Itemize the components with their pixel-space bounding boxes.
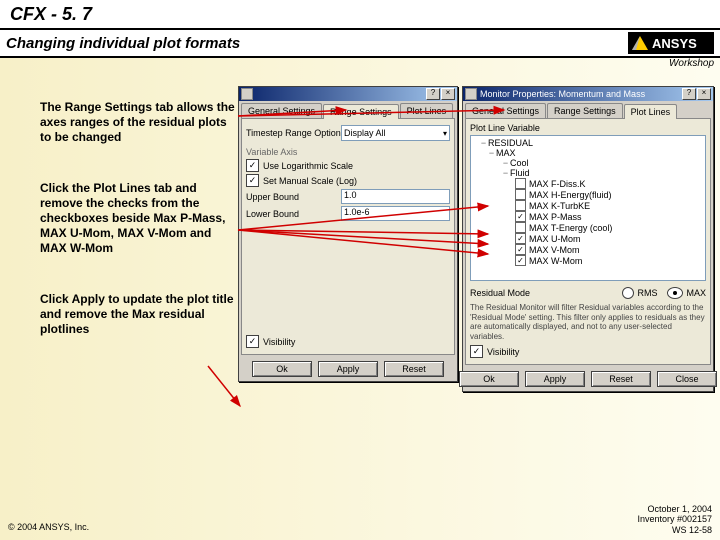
tree-checkbox[interactable] (515, 211, 526, 222)
page-title: CFX - 5. 7 (10, 4, 92, 25)
tree-node[interactable]: −RESIDUAL (473, 138, 703, 148)
tree-node[interactable]: MAX H-Energy(fluid) (473, 189, 703, 200)
dialog1-buttons: Ok Apply Reset (239, 357, 457, 381)
tree-label: MAX T-Energy (cool) (529, 223, 612, 233)
tree-node[interactable]: −MAX (473, 148, 703, 158)
tab-general-settings-2[interactable]: General Settings (465, 103, 546, 118)
tree-checkbox[interactable] (515, 200, 526, 211)
page-subtitle: Changing individual plot formats (6, 35, 240, 52)
range-settings-dialog: ? × General Settings Range Settings Plot… (238, 86, 458, 382)
variable-axis-group-label: Variable Axis (246, 147, 450, 157)
plot-line-variable-tree[interactable]: −RESIDUAL−MAX−Cool−FluidMAX F-Diss.KMAX … (470, 135, 706, 281)
tree-checkbox[interactable] (515, 244, 526, 255)
help-button[interactable]: ? (682, 88, 696, 100)
top-bar: CFX - 5. 7 (0, 0, 720, 30)
tree-node[interactable]: MAX T-Energy (cool) (473, 222, 703, 233)
close-button-2[interactable]: Close (657, 371, 717, 387)
tree-label: Cool (510, 158, 529, 168)
copyright: © 2004 ANSYS, Inc. (8, 522, 89, 532)
dialog2-pane: Plot Line Variable −RESIDUAL−MAX−Cool−Fl… (465, 119, 711, 365)
workshop-label: Workshop (669, 58, 714, 69)
ansys-logo: ANSYS (628, 32, 714, 54)
tree-label: MAX U-Mom (529, 234, 581, 244)
sub-bar: Changing individual plot formats ANSYS (0, 30, 720, 58)
tree-checkbox[interactable] (515, 178, 526, 189)
dialog1-pane: Timestep Range Option Display All Variab… (241, 119, 455, 355)
tab-range-settings[interactable]: Range Settings (323, 104, 399, 119)
tab-plot-lines-2[interactable]: Plot Lines (624, 104, 678, 119)
tab-general-settings[interactable]: General Settings (241, 103, 322, 118)
tab-plot-lines[interactable]: Plot Lines (400, 103, 454, 118)
window-icon (465, 88, 477, 100)
residual-mode-rms-radio[interactable] (622, 287, 634, 299)
residual-mode-label: Residual Mode (470, 288, 530, 298)
tree-label: MAX W-Mom (529, 256, 582, 266)
tree-label: MAX P-Mass (529, 212, 582, 222)
tree-checkbox[interactable] (515, 255, 526, 266)
tree-label: MAX (496, 148, 516, 158)
dialog1-titlebar[interactable]: ? × (239, 87, 457, 101)
use-log-scale-checkbox[interactable] (246, 159, 259, 172)
residual-mode-max-radio[interactable] (667, 287, 683, 299)
tree-checkbox[interactable] (515, 222, 526, 233)
apply-button[interactable]: Apply (318, 361, 378, 377)
footer-date: October 1, 2004 (637, 504, 712, 515)
ok-button[interactable]: Ok (252, 361, 312, 377)
tree-node[interactable]: MAX U-Mom (473, 233, 703, 244)
manual-scale-label: Set Manual Scale (Log) (263, 176, 357, 186)
close-button[interactable]: × (441, 88, 455, 100)
apply-button-2[interactable]: Apply (525, 371, 585, 387)
use-log-scale-label: Use Logarithmic Scale (263, 161, 353, 171)
upper-bound-input[interactable]: 1.0 (341, 189, 450, 204)
help-button[interactable]: ? (426, 88, 440, 100)
tree-label: Fluid (510, 168, 530, 178)
visibility-checkbox-2[interactable] (470, 345, 483, 358)
tree-node[interactable]: −Fluid (473, 168, 703, 178)
dialog2-tabs: General Settings Range Settings Plot Lin… (465, 103, 711, 119)
tree-label: RESIDUAL (488, 138, 533, 148)
visibility-checkbox[interactable] (246, 335, 259, 348)
visibility-label: Visibility (263, 337, 295, 347)
instructions-column: The Range Settings tab allows the axes r… (40, 100, 240, 373)
tree-label: MAX H-Energy(fluid) (529, 190, 612, 200)
dialog2-title: Monitor Properties: Momentum and Mass (480, 89, 645, 99)
tab-range-settings-2[interactable]: Range Settings (547, 103, 623, 118)
tree-label: MAX V-Mom (529, 245, 580, 255)
manual-scale-checkbox[interactable] (246, 174, 259, 187)
timestep-range-label: Timestep Range Option (246, 128, 341, 138)
footer: October 1, 2004 Inventory #002157 WS 12-… (637, 504, 712, 536)
tree-label: MAX F-Diss.K (529, 179, 586, 189)
instruction-2: Click the Plot Lines tab and remove the … (40, 181, 240, 256)
dialog2-buttons: Ok Apply Reset Close (463, 367, 713, 391)
tree-checkbox[interactable] (515, 189, 526, 200)
logo-text: ANSYS (652, 36, 697, 51)
residual-mode-description: The Residual Monitor will filter Residua… (470, 303, 706, 341)
tree-node[interactable]: −Cool (473, 158, 703, 168)
tree-node[interactable]: MAX P-Mass (473, 211, 703, 222)
upper-bound-label: Upper Bound (246, 192, 341, 202)
reset-button[interactable]: Reset (384, 361, 444, 377)
instruction-3: Click Apply to update the plot title and… (40, 292, 240, 337)
tree-checkbox[interactable] (515, 233, 526, 244)
window-icon (241, 88, 253, 100)
lower-bound-label: Lower Bound (246, 209, 341, 219)
tree-node[interactable]: MAX F-Diss.K (473, 178, 703, 189)
footer-inventory: Inventory #002157 (637, 514, 712, 525)
tree-node[interactable]: MAX W-Mom (473, 255, 703, 266)
visibility-label-2: Visibility (487, 347, 519, 357)
close-button[interactable]: × (697, 88, 711, 100)
reset-button-2[interactable]: Reset (591, 371, 651, 387)
dialog1-tabs: General Settings Range Settings Plot Lin… (241, 103, 455, 119)
footer-ws: WS 12-58 (637, 525, 712, 536)
lower-bound-input[interactable]: 1.0e-6 (341, 206, 450, 221)
plot-line-variable-label: Plot Line Variable (470, 123, 706, 133)
tree-node[interactable]: MAX K-TurbKE (473, 200, 703, 211)
tree-node[interactable]: MAX V-Mom (473, 244, 703, 255)
instruction-1: The Range Settings tab allows the axes r… (40, 100, 240, 145)
tree-label: MAX K-TurbKE (529, 201, 590, 211)
timestep-range-select[interactable]: Display All (341, 125, 450, 141)
dialog2-titlebar[interactable]: Monitor Properties: Momentum and Mass ? … (463, 87, 713, 101)
ok-button-2[interactable]: Ok (459, 371, 519, 387)
plot-lines-dialog: Monitor Properties: Momentum and Mass ? … (462, 86, 714, 392)
